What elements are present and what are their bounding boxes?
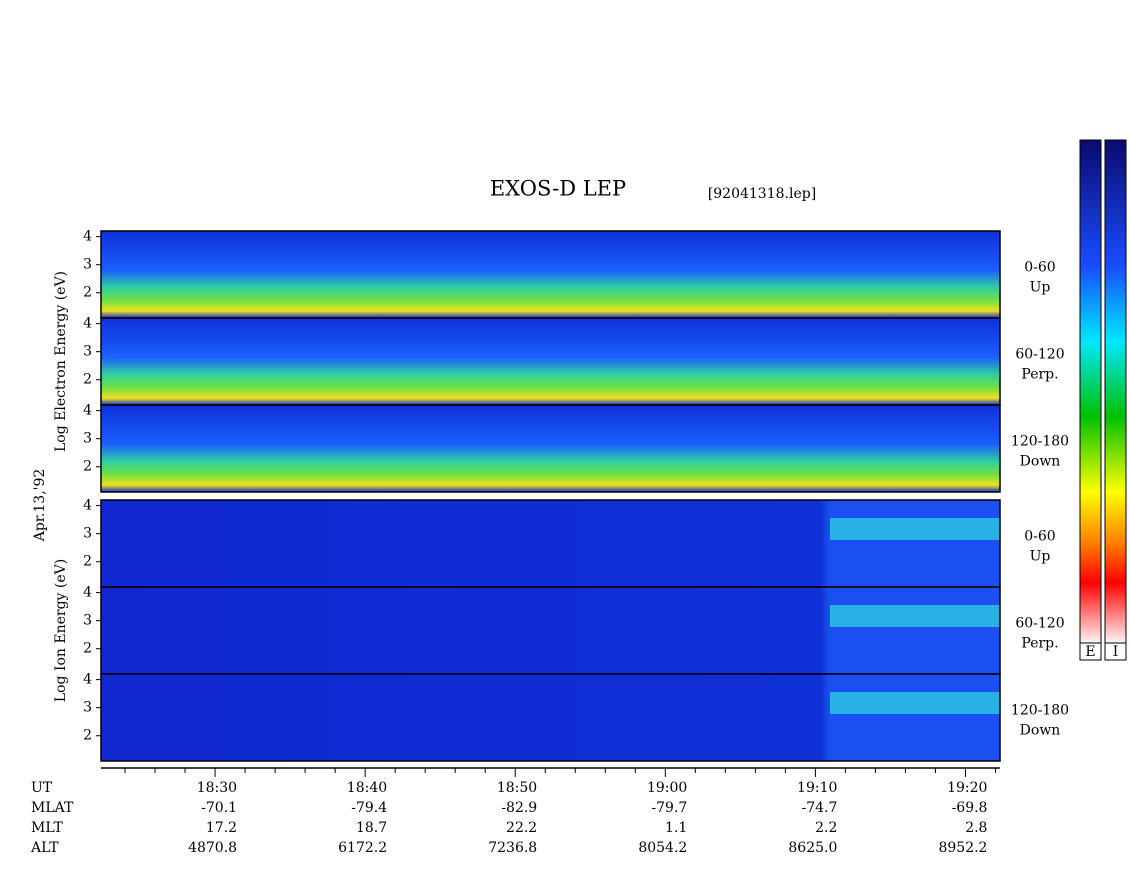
spectrogram: [101, 587, 1000, 674]
panel-frame: [100, 673, 1001, 762]
y-tick-label: 2: [83, 372, 92, 388]
panel-label: 120-180: [1011, 703, 1069, 719]
panel-label: 0-60: [1024, 260, 1055, 276]
y-tick-label: 3: [83, 700, 92, 716]
y-tick-label: 2: [83, 285, 92, 301]
y-tick-label: 2: [83, 728, 92, 744]
ephemeris-value: 2.8: [965, 820, 987, 836]
x-tick-label: 18:50: [497, 780, 537, 796]
x-tick-label: 19:10: [797, 780, 837, 796]
panel-label: 60-120: [1015, 616, 1064, 632]
ephemeris-value: 6172.2: [338, 840, 387, 856]
panel-label: Perp.: [1021, 367, 1058, 383]
ephemeris-value: -70.1: [201, 800, 237, 816]
ephemeris-value: -82.9: [501, 800, 537, 816]
ephemeris-value: 22.2: [506, 820, 537, 836]
ephemeris-value: 4870.8: [188, 840, 237, 856]
spectrogram-band: [830, 605, 1000, 627]
x-tick-label: 18:30: [197, 780, 237, 796]
colorbar: [1079, 139, 1102, 644]
ephemeris-value: -79.4: [351, 800, 387, 816]
y-tick-label: 4: [83, 585, 92, 601]
colorbar-box: [1104, 642, 1127, 661]
y-tick-label: 4: [83, 403, 92, 419]
y-axis-label: Log Electron Energy (eV): [53, 271, 69, 452]
panel-label: Perp.: [1021, 636, 1058, 652]
ephemeris-value: 17.2: [206, 820, 237, 836]
row-label: UT: [31, 780, 53, 796]
ephemeris-value: 1.1: [665, 820, 687, 836]
y-tick-label: 2: [83, 641, 92, 657]
ephemeris-value: 8054.2: [638, 840, 687, 856]
ephemeris-value: -79.7: [651, 800, 687, 816]
ephemeris-value: 8952.2: [938, 840, 987, 856]
y-tick-label: 2: [83, 554, 92, 570]
spectrogram: [101, 405, 1000, 492]
ephemeris-value: 7236.8: [488, 840, 537, 856]
ephemeris-value: -69.8: [952, 800, 988, 816]
colorbar-box: [1079, 642, 1102, 661]
ephemeris-value: -74.7: [801, 800, 837, 816]
y-axis-label: Log Ion Energy (eV): [53, 559, 69, 702]
panel-label: Down: [1020, 454, 1061, 470]
chart-title: EXOS-D LEP: [490, 177, 626, 201]
panel-label: 60-120: [1015, 347, 1064, 363]
y-tick-label: 2: [83, 459, 92, 475]
ephemeris-value: 8625.0: [788, 840, 837, 856]
y-tick-label: 4: [83, 672, 92, 688]
y-tick-label: 4: [83, 316, 92, 332]
x-tick-label: 19:00: [647, 780, 687, 796]
colorbar-label: E: [1085, 644, 1095, 660]
panel-label: 120-180: [1011, 434, 1069, 450]
panel-label: 0-60: [1024, 529, 1055, 545]
colorbar: [1104, 139, 1127, 644]
y-tick-label: 3: [83, 613, 92, 629]
panel-label: Up: [1030, 280, 1051, 296]
y-tick-label: 4: [83, 498, 92, 514]
x-tick-label: 19:20: [947, 780, 987, 796]
spectrogram-band: [830, 518, 1000, 540]
row-label: MLT: [31, 820, 63, 836]
y-tick-label: 3: [83, 526, 92, 542]
x-tick-label: 18:40: [347, 780, 387, 796]
y-tick-label: 4: [83, 229, 92, 245]
spectrogram-band: [830, 692, 1000, 714]
y-tick-label: 3: [83, 257, 92, 273]
spectrogram: [101, 674, 1000, 761]
y-tick-label: 3: [83, 344, 92, 360]
panel-frame: [100, 404, 1001, 493]
row-label: MLAT: [31, 800, 74, 816]
colorbar-label: I: [1113, 644, 1119, 660]
spectrogram: [101, 231, 1000, 318]
spectrogram: [101, 318, 1000, 405]
date-label: Apr.13,'92: [32, 469, 48, 543]
y-tick-label: 3: [83, 431, 92, 447]
file-name: [92041318.lep]: [708, 186, 816, 202]
panel-label: Down: [1020, 723, 1061, 739]
ephemeris-value: 18.7: [356, 820, 387, 836]
row-label: ALT: [30, 840, 59, 856]
panel-label: Up: [1030, 549, 1051, 565]
spectrogram: [101, 500, 1000, 587]
ephemeris-value: 2.2: [815, 820, 837, 836]
colorbars: E I: [1079, 139, 1127, 661]
